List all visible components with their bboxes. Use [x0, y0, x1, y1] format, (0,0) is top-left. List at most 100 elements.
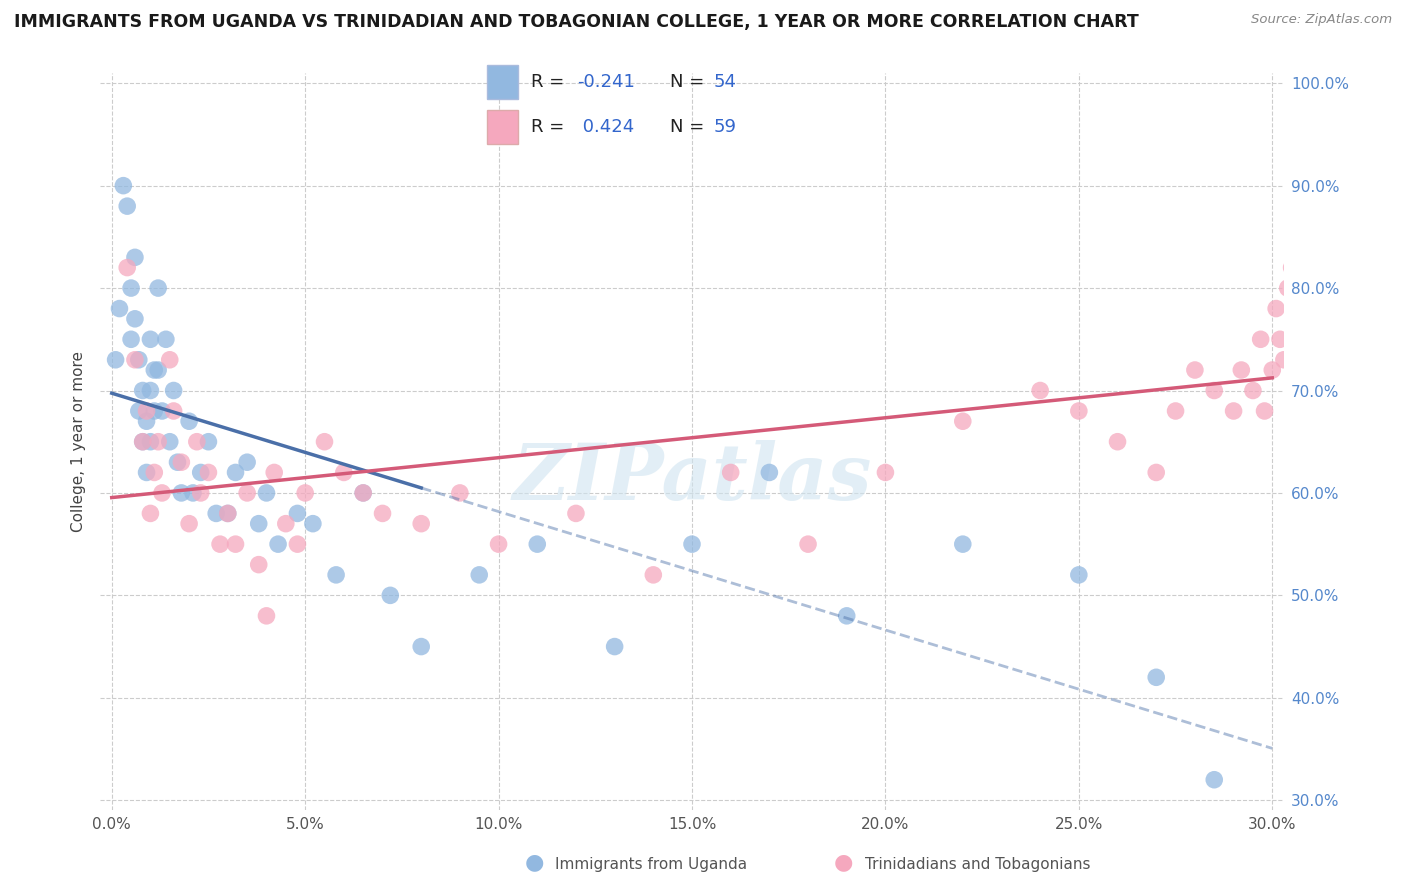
Point [681, 537, 703, 551]
Point [325, 567, 347, 582]
Point [267, 537, 290, 551]
Point [1107, 434, 1129, 449]
Point [835, 608, 858, 623]
Point [468, 567, 491, 582]
Point [135, 466, 157, 480]
Point [170, 486, 193, 500]
Text: ●: ● [524, 853, 544, 872]
Point [135, 404, 157, 418]
Point [225, 466, 247, 480]
Point [1268, 332, 1291, 346]
Point [1241, 384, 1264, 398]
Point [166, 455, 188, 469]
Point [146, 281, 169, 295]
Bar [488, 65, 519, 99]
Point [352, 486, 374, 500]
Point [236, 455, 259, 469]
Point [120, 332, 142, 346]
Point [139, 507, 162, 521]
Point [139, 384, 162, 398]
Point [302, 516, 325, 531]
Point [120, 281, 142, 295]
Point [170, 455, 193, 469]
Point [263, 466, 285, 480]
Point [1222, 404, 1244, 418]
Point [190, 486, 212, 500]
Point [139, 332, 162, 346]
Point [1281, 260, 1303, 275]
Point [131, 434, 153, 449]
Point [274, 516, 297, 531]
Point [720, 466, 742, 480]
Point [1067, 404, 1090, 418]
Point [162, 404, 184, 418]
Point [108, 301, 131, 316]
Point [186, 434, 208, 449]
Point [603, 640, 626, 654]
Point [449, 486, 471, 500]
Point [236, 486, 259, 500]
Point [488, 537, 510, 551]
Point [314, 434, 336, 449]
Point [124, 251, 146, 265]
Point [256, 608, 278, 623]
Point [131, 384, 153, 398]
Text: N =: N = [669, 118, 710, 136]
Point [217, 507, 239, 521]
Point [112, 178, 135, 193]
Text: 59: 59 [713, 118, 737, 136]
Point [643, 567, 665, 582]
Text: R =: R = [530, 73, 569, 91]
Point [287, 537, 309, 551]
Point [190, 466, 212, 480]
Point [247, 516, 270, 531]
Point [247, 558, 270, 572]
Point [217, 507, 239, 521]
Point [209, 537, 232, 551]
Point [124, 311, 146, 326]
Point [1265, 301, 1288, 316]
Point [1250, 332, 1272, 346]
Point [162, 384, 184, 398]
Point [758, 466, 780, 480]
Point [371, 507, 394, 521]
Point [287, 507, 309, 521]
Point [952, 537, 974, 551]
Point [131, 434, 153, 449]
Point [104, 352, 127, 367]
Point [333, 466, 356, 480]
Text: ZIPatlas: ZIPatlas [512, 441, 872, 516]
Point [135, 414, 157, 428]
Point [146, 434, 169, 449]
Point [1277, 281, 1299, 295]
Point [1292, 230, 1315, 244]
Point [1261, 363, 1284, 377]
Point [128, 352, 150, 367]
Y-axis label: College, 1 year or more: College, 1 year or more [72, 351, 86, 533]
Point [150, 404, 173, 418]
Point [1288, 332, 1310, 346]
Point [205, 507, 228, 521]
Point [380, 588, 402, 602]
Point [225, 537, 247, 551]
Point [115, 199, 138, 213]
Point [124, 352, 146, 367]
Point [1184, 363, 1206, 377]
Point [797, 537, 820, 551]
Text: R =: R = [530, 118, 569, 136]
Point [526, 537, 548, 551]
Point [1067, 567, 1090, 582]
Text: Immigrants from Uganda: Immigrants from Uganda [555, 857, 748, 872]
Point [115, 260, 138, 275]
Point [159, 352, 181, 367]
Point [1164, 404, 1187, 418]
Point [139, 434, 162, 449]
Text: Trinidadians and Tobagonians: Trinidadians and Tobagonians [865, 857, 1090, 872]
Point [1029, 384, 1052, 398]
Point [1253, 404, 1275, 418]
Point [875, 466, 897, 480]
Point [197, 466, 219, 480]
Point [143, 466, 166, 480]
Point [1204, 772, 1226, 787]
Point [159, 434, 181, 449]
